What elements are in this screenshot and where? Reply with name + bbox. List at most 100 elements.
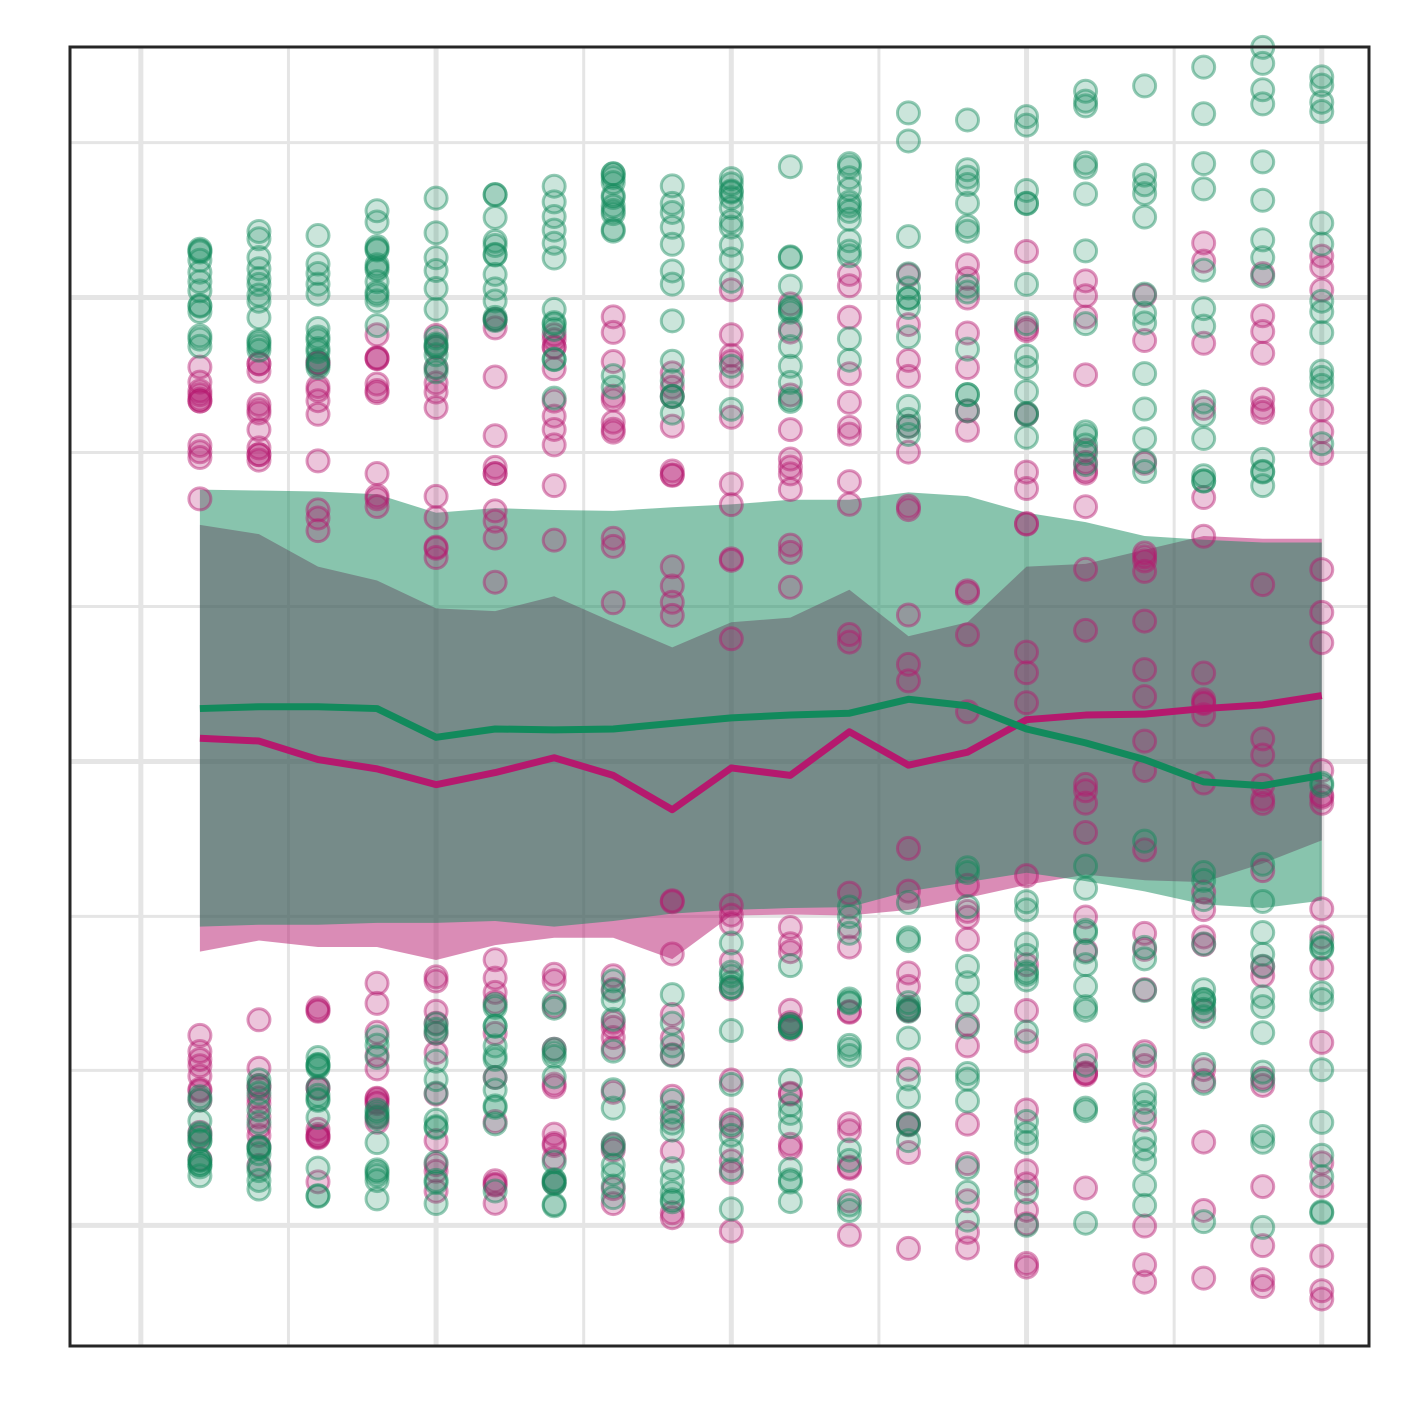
scatter-point-green xyxy=(246,1135,272,1161)
scatter-point-magenta xyxy=(600,590,626,616)
scatter-point-magenta xyxy=(718,626,744,652)
scatter-point-magenta xyxy=(895,835,921,861)
scatter-point-green xyxy=(600,185,626,211)
scatter-point-green xyxy=(305,1053,331,1079)
scatter-point-green xyxy=(1309,210,1335,236)
scatter-point-green xyxy=(954,107,980,133)
scatter-point-magenta xyxy=(1132,1269,1158,1295)
scatter-point-magenta xyxy=(1132,282,1158,308)
scatter-point-green xyxy=(423,185,449,211)
scatter-point-green xyxy=(364,1186,390,1212)
scatter-point-green xyxy=(482,288,508,314)
scatter-point-green xyxy=(895,285,921,311)
scatter-point-magenta xyxy=(305,1121,331,1147)
scatter-point-magenta xyxy=(1250,1072,1276,1098)
scatter-point-magenta xyxy=(600,963,626,989)
scatter-point-green xyxy=(1309,987,1335,1013)
scatter-point-magenta xyxy=(1309,630,1335,656)
scatter-point-green xyxy=(895,224,921,250)
scatter-point-green xyxy=(659,400,685,426)
scatter-point-magenta xyxy=(305,350,331,376)
scatter-point-green xyxy=(895,413,921,439)
scatter-point-green xyxy=(246,1097,272,1123)
scatter-point-green xyxy=(423,1170,449,1196)
scatter-point-magenta xyxy=(364,1089,390,1115)
scatter-point-magenta xyxy=(1073,1060,1099,1086)
scatter-point-magenta xyxy=(423,998,449,1024)
scatter-point-green xyxy=(187,1163,213,1189)
scatter-point-magenta xyxy=(659,602,685,628)
scatter-point-magenta xyxy=(1073,771,1099,797)
scatter-point-green xyxy=(1014,311,1040,337)
scatter-point-green xyxy=(482,992,508,1018)
scatter-point-magenta xyxy=(305,505,331,531)
scatter-point-green xyxy=(895,994,921,1020)
scatter-point-magenta xyxy=(305,998,331,1024)
scatter-point-green xyxy=(954,1207,980,1233)
scatter-point-magenta xyxy=(541,388,567,414)
scatter-point-green xyxy=(187,1128,213,1154)
scatter-point-magenta xyxy=(1073,1060,1099,1086)
scatter-point-green xyxy=(777,316,803,342)
scatter-point-magenta xyxy=(895,262,921,288)
scatter-point-magenta xyxy=(1309,782,1335,808)
scatter-point-green xyxy=(659,348,685,374)
scatter-point-green xyxy=(305,281,331,307)
scatter-point-green xyxy=(836,1032,862,1058)
scatter-point-magenta xyxy=(364,1085,390,1111)
scatter-point-magenta xyxy=(954,898,980,924)
scatter-point-green xyxy=(541,189,567,215)
scatter-point-magenta xyxy=(364,378,390,404)
scatter-point-green xyxy=(836,165,862,191)
scatter-point-green xyxy=(1250,1123,1276,1149)
scatter-point-green xyxy=(1309,1164,1335,1190)
scatter-point-green xyxy=(187,269,213,295)
scatter-point-magenta xyxy=(1014,1158,1040,1184)
scatter-point-green xyxy=(482,306,508,332)
scatter-point-magenta xyxy=(1309,243,1335,269)
scatter-point-green xyxy=(836,989,862,1015)
scatter-point-green xyxy=(1191,990,1217,1016)
scatter-point-green xyxy=(1309,1200,1335,1226)
scatter-point-green xyxy=(482,1178,508,1204)
scatter-point-magenta xyxy=(482,461,508,487)
scatter-point-magenta xyxy=(954,872,980,898)
scatter-point-magenta xyxy=(1250,790,1276,816)
scatter-point-magenta xyxy=(1073,283,1099,309)
scatter-point-green xyxy=(1309,1109,1335,1135)
scatter-point-green xyxy=(836,1192,862,1218)
scatter-point-magenta xyxy=(364,460,390,486)
scatter-point-magenta xyxy=(1073,790,1099,816)
scatter-point-magenta xyxy=(1073,1043,1099,1069)
scatter-point-magenta xyxy=(246,392,272,418)
scatter-point-magenta xyxy=(482,569,508,595)
scatter-point-magenta xyxy=(1309,277,1335,303)
scatter-point-magenta xyxy=(187,388,213,414)
scatter-point-green xyxy=(600,374,626,400)
scatter-point-green xyxy=(954,1061,980,1086)
scatter-point-green xyxy=(1309,99,1335,125)
scatter-point-magenta xyxy=(1132,1052,1158,1078)
scatter-point-magenta xyxy=(954,355,980,381)
scatter-point-magenta xyxy=(718,892,744,918)
scatter-point-green xyxy=(541,204,567,230)
scatter-point-green xyxy=(1191,887,1217,913)
scatter-point-green xyxy=(246,1134,272,1160)
scatter-point-magenta xyxy=(187,1053,213,1079)
scatter-point-magenta xyxy=(482,1168,508,1194)
scatter-point-green xyxy=(718,246,744,272)
scatter-point-magenta xyxy=(1132,657,1158,683)
scatter-point-magenta xyxy=(777,1016,803,1042)
scatter-point-green xyxy=(777,154,803,180)
scatter-point-magenta xyxy=(1250,786,1276,812)
scatter-point-magenta xyxy=(482,498,508,524)
scatter-point-green xyxy=(1014,897,1040,923)
scatter-point-magenta xyxy=(1309,1286,1335,1312)
scatter-point-green xyxy=(482,1033,508,1059)
scatter-point-magenta xyxy=(600,1079,626,1105)
scatter-point-green xyxy=(305,1104,331,1130)
scatter-point-magenta xyxy=(246,1007,272,1033)
scatter-point-green xyxy=(541,1191,567,1217)
scatter-point-green xyxy=(364,234,390,260)
scatter-point-green xyxy=(1250,994,1276,1020)
